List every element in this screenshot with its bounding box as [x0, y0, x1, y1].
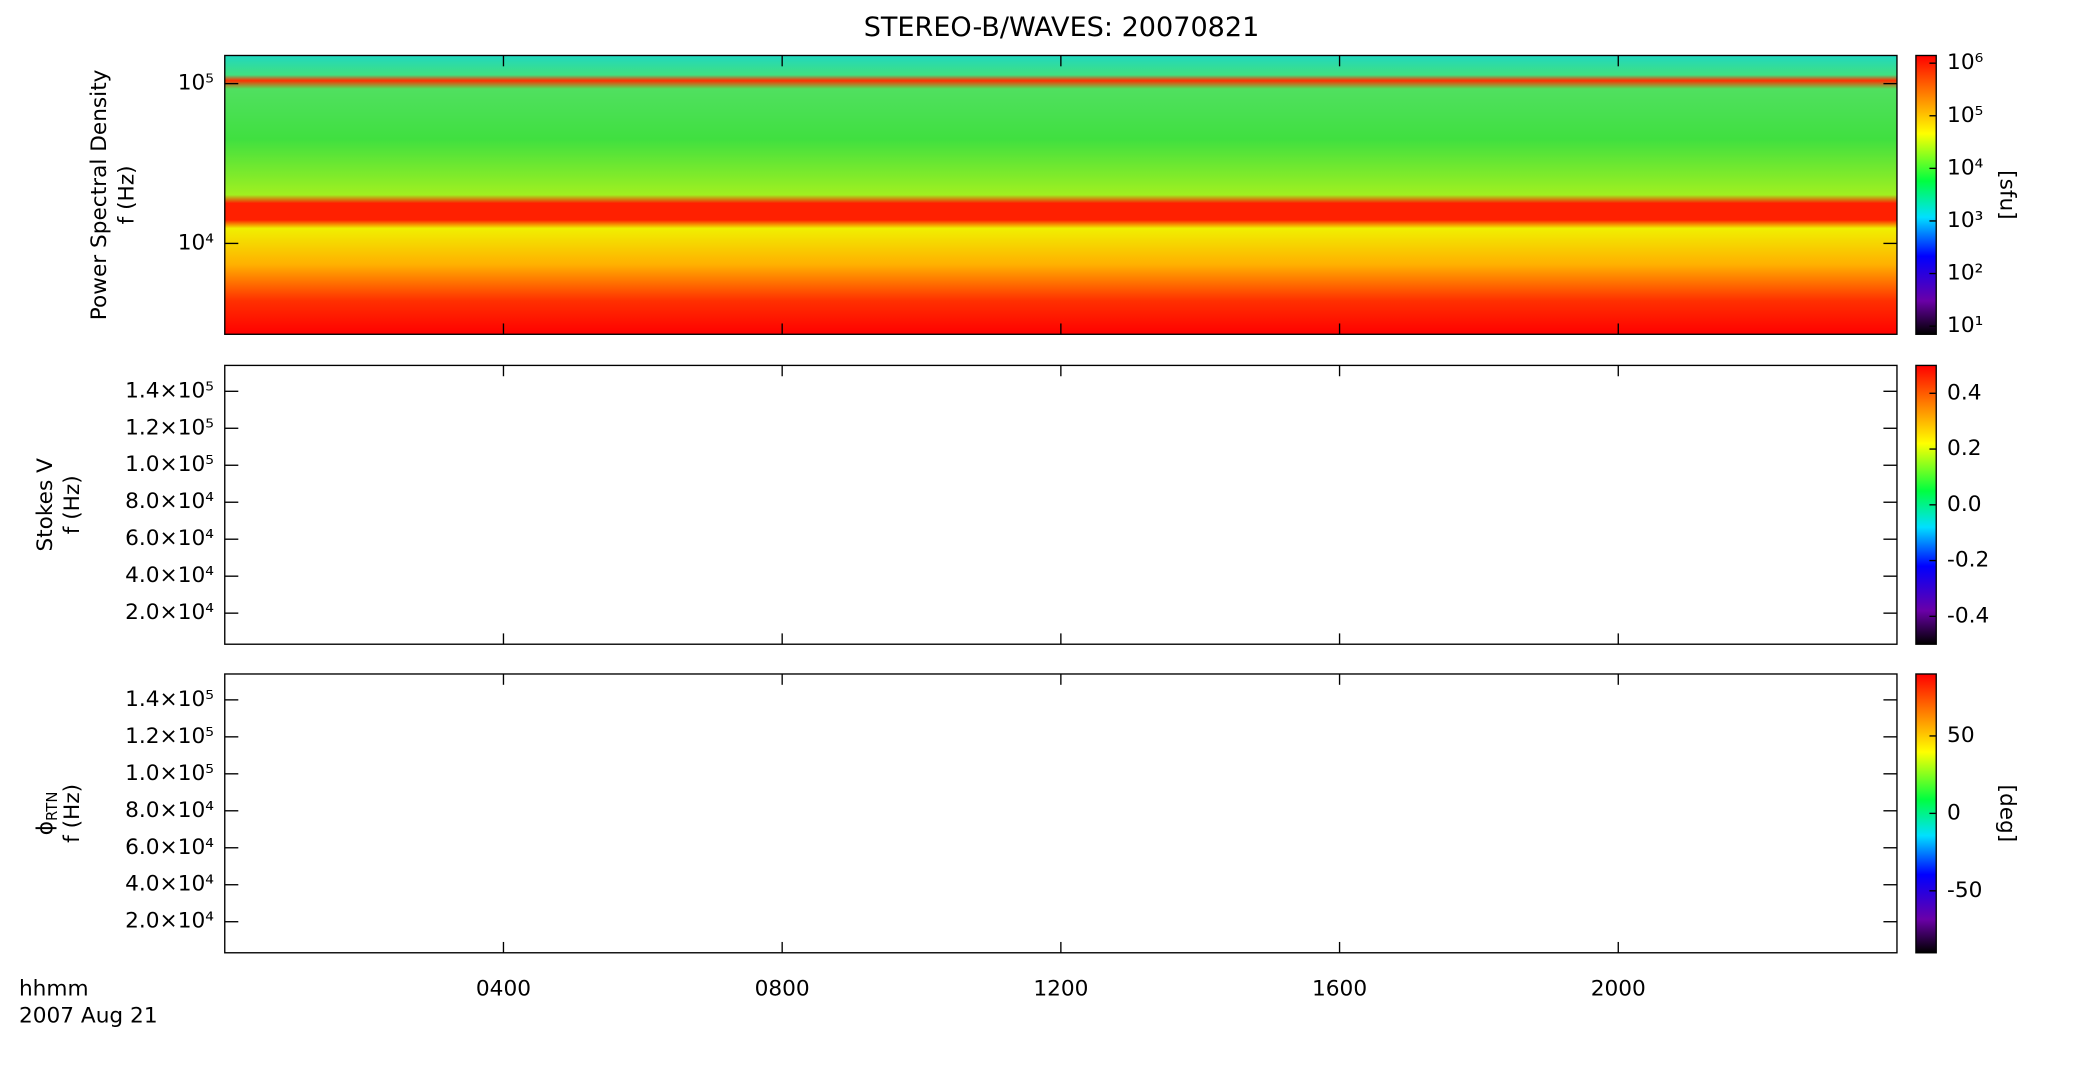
y-tick-label: 10⁴	[178, 230, 214, 255]
x-tick-label: 2000	[1591, 976, 1646, 1001]
colorbar-label: [deg]	[1995, 785, 2020, 843]
y-axis-label-main: Power Spectral Density	[87, 69, 112, 320]
y-axis-label-main: Stokes V	[33, 458, 58, 552]
y-tick-label: 1.2×10⁵	[125, 415, 214, 440]
colorbar-tick-label: 10⁶	[1947, 50, 1983, 75]
y-tick-label: 4.0×10⁴	[125, 872, 214, 897]
x-tick-label: 0400	[476, 976, 531, 1001]
y-tick-label: 1.4×10⁵	[125, 687, 214, 712]
colorbar-tick-label: 10⁵	[1947, 103, 1983, 128]
x-tick-label: 1600	[1312, 976, 1367, 1001]
y-axis-label-text: ϕRTN	[33, 792, 61, 836]
y-tick-label: 1.0×10⁵	[125, 761, 214, 786]
y-axis-unit: f (Hz)	[60, 784, 85, 843]
colorbar-tick-label: -0.4	[1947, 603, 1989, 628]
y-axis-label: Stokes V	[33, 458, 58, 552]
x-axis-label: hhmm	[19, 976, 89, 1001]
plot-frame	[224, 673, 1898, 954]
y-tick-label: 4.0×10⁴	[125, 563, 214, 588]
y-tick-label: 10⁵	[178, 71, 214, 96]
y-tick-label: 6.0×10⁴	[125, 835, 214, 860]
colorbar-tick-label: -50	[1947, 878, 1982, 903]
chart-title: STEREO-B/WAVES: 20070821	[864, 12, 1260, 43]
colorbar-tick-label: 10²	[1947, 261, 1983, 286]
y-tick-label: 1.4×10⁵	[125, 378, 214, 403]
colorbar-tick-label: 10¹	[1947, 313, 1983, 338]
colorbar-tick-label: 10³	[1947, 208, 1983, 233]
colorbar-tick-label: 0.0	[1947, 492, 1981, 517]
y-axis-unit-text: f (Hz)	[114, 165, 139, 224]
y-tick-label: 1.0×10⁵	[125, 452, 214, 477]
colorbar-tick-label: 50	[1947, 723, 1975, 748]
colorbar-label: [sfu]	[1995, 170, 2020, 219]
y-axis-unit-text: f (Hz)	[60, 475, 85, 534]
y-axis-label-text: Power Spectral Density	[87, 69, 112, 320]
colorbar	[1915, 54, 1937, 335]
y-tick-label: 8.0×10⁴	[125, 489, 214, 514]
y-tick-label: 6.0×10⁴	[125, 526, 214, 551]
y-axis-unit: f (Hz)	[114, 165, 139, 224]
y-axis-label-main: ϕ	[33, 821, 58, 835]
colorbar-tick-label: 0.2	[1947, 436, 1981, 461]
colorbar-label-text: [deg]	[1995, 785, 2020, 843]
y-axis-label-sub: RTN	[43, 792, 61, 821]
y-axis-unit: f (Hz)	[60, 475, 85, 534]
y-axis-unit-text: f (Hz)	[60, 784, 85, 843]
y-tick-label: 2.0×10⁴	[125, 909, 214, 934]
y-axis-label: ϕRTN	[33, 792, 61, 836]
colorbar-tick-label: 0.4	[1947, 380, 1981, 405]
x-axis-date: 2007 Aug 21	[19, 1003, 158, 1028]
x-tick-label: 0800	[755, 976, 810, 1001]
y-tick-label: 2.0×10⁴	[125, 600, 214, 625]
y-axis-label-text: Stokes V	[33, 458, 58, 552]
colorbar-label-text: [sfu]	[1995, 170, 2020, 219]
y-axis-label: Power Spectral Density	[87, 69, 112, 320]
plot-frame	[224, 364, 1898, 645]
y-tick-label: 8.0×10⁴	[125, 798, 214, 823]
spectrogram-image	[224, 55, 1897, 335]
colorbar-tick-label: 0	[1947, 800, 1961, 825]
y-tick-label: 1.2×10⁵	[125, 724, 214, 749]
colorbar-tick-label: -0.2	[1947, 548, 1989, 573]
colorbar-tick-label: 10⁴	[1947, 155, 1983, 180]
x-tick-label: 1200	[1033, 976, 1088, 1001]
